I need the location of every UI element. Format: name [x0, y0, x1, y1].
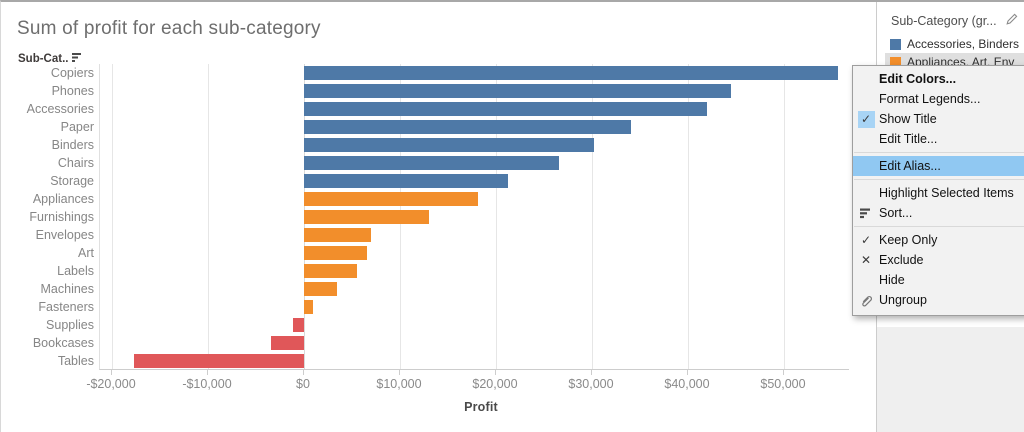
axis-tick [687, 370, 688, 375]
category-label-binders[interactable]: Binders [51, 138, 94, 152]
axis-tick-label: $40,000 [664, 377, 710, 391]
axis-tick [399, 370, 400, 375]
gridline [112, 64, 113, 369]
bar-machines[interactable] [304, 282, 337, 296]
menu-item-label: Sort... [879, 206, 913, 220]
menu-item-label: Edit Colors... [879, 72, 957, 86]
checkmark-icon: ✓ [853, 110, 879, 128]
menu-item-label: Ungroup [879, 293, 927, 307]
checkmark-icon: ✓ [860, 233, 872, 247]
category-label-fasteners[interactable]: Fasteners [38, 300, 94, 314]
menu-item-label: Edit Title... [879, 132, 938, 146]
menu-separator [854, 152, 1024, 153]
menu-item-edit-colors[interactable]: Edit Colors... [853, 69, 1024, 89]
axis-tick [591, 370, 592, 375]
category-label-supplies[interactable]: Supplies [46, 318, 94, 332]
menu-item-edit-alias[interactable]: Edit Alias... [853, 156, 1024, 176]
legend-item[interactable]: Accessories, Binders [885, 35, 1024, 53]
menu-separator [854, 179, 1024, 180]
menu-item-hide[interactable]: Hide [853, 270, 1024, 290]
category-label-art[interactable]: Art [78, 246, 94, 260]
bar-tables[interactable] [133, 354, 304, 368]
gridline [784, 64, 785, 369]
axis-tick-label: $10,000 [376, 377, 422, 391]
gridline [688, 64, 689, 369]
menu-item-show-title[interactable]: ✓ Show Title [853, 109, 1024, 129]
menu-item-highlight-selected-items[interactable]: Highlight Selected Items [853, 183, 1024, 203]
category-label-phones[interactable]: Phones [51, 84, 94, 98]
menu-item-edit-title[interactable]: Edit Title... [853, 129, 1024, 149]
paperclip-icon [853, 294, 879, 307]
axis-tick-label: $20,000 [472, 377, 518, 391]
menu-item-label: Highlight Selected Items [879, 186, 1014, 200]
bar-chairs[interactable] [304, 156, 560, 170]
menu-item-sort[interactable]: Sort... [853, 203, 1024, 223]
x-axis-title: Profit [464, 400, 498, 414]
legend-title: Sub-Category (gr... [891, 14, 997, 28]
pencil-icon[interactable] [1006, 12, 1018, 30]
bar-copiers[interactable] [304, 66, 838, 80]
category-label-machines[interactable]: Machines [40, 282, 95, 296]
bar-art[interactable] [304, 246, 367, 260]
bar-supplies[interactable] [292, 318, 304, 332]
menu-separator [854, 226, 1024, 227]
bar-paper[interactable] [304, 120, 631, 134]
bar-appliances[interactable] [304, 192, 479, 206]
bar-storage[interactable] [304, 174, 509, 188]
gridline [592, 64, 593, 369]
bar-bookcases[interactable] [270, 336, 304, 350]
axis-tick-label: $0 [296, 377, 310, 391]
legend-swatch-icon [890, 38, 901, 50]
axis-tick [111, 370, 112, 375]
bar-fasteners[interactable] [304, 300, 314, 314]
gridline [208, 64, 209, 369]
bar-envelopes[interactable] [304, 228, 371, 242]
bar-labels[interactable] [304, 264, 358, 278]
menu-item-keep-only[interactable]: ✓ Keep Only [853, 230, 1024, 250]
category-label-storage[interactable]: Storage [50, 174, 94, 188]
category-label-labels[interactable]: Labels [57, 264, 94, 278]
bar-furnishings[interactable] [304, 210, 430, 224]
axis-tick-label: $30,000 [568, 377, 614, 391]
bar-binders[interactable] [304, 138, 595, 152]
sort-icon [853, 207, 879, 219]
menu-item-label: Show Title [879, 112, 937, 126]
bar-phones[interactable] [304, 84, 732, 98]
gridline [496, 64, 497, 369]
menu-item-label: Edit Alias... [879, 159, 941, 173]
category-label-bookcases[interactable]: Bookcases [32, 336, 94, 350]
plot-area [99, 64, 849, 370]
category-label-appliances[interactable]: Appliances [32, 192, 94, 206]
row-header-label: Sub-Cat.. [18, 53, 69, 65]
sort-descending-icon[interactable] [72, 52, 83, 66]
axis-tick-label: -$20,000 [86, 377, 136, 391]
menu-item-format-legends[interactable]: Format Legends... [853, 89, 1024, 109]
axis-tick-label: $50,000 [760, 377, 806, 391]
axis-tick [495, 370, 496, 375]
category-label-paper[interactable]: Paper [60, 120, 94, 134]
category-label-accessories[interactable]: Accessories [26, 102, 94, 116]
context-menu: Edit Colors... Format Legends... ✓ Show Tit… [852, 65, 1024, 316]
bar-accessories[interactable] [304, 102, 707, 116]
menu-item-label: Exclude [879, 253, 924, 267]
menu-item-ungroup[interactable]: Ungroup [853, 290, 1024, 310]
legend-swatch-icon [890, 56, 901, 68]
axis-tick [207, 370, 208, 375]
axis-tick [783, 370, 784, 375]
axis-tick [303, 370, 304, 375]
category-label-furnishings[interactable]: Furnishings [29, 210, 94, 224]
category-label-copiers[interactable]: Copiers [50, 66, 94, 80]
category-label-envelopes[interactable]: Envelopes [35, 228, 94, 242]
category-label-chairs[interactable]: Chairs [57, 156, 94, 170]
cross-icon: ✕ [860, 253, 872, 267]
menu-item-label: Keep Only [879, 233, 938, 247]
row-header[interactable]: Sub-Cat.. [18, 52, 83, 66]
menu-item-label: Hide [879, 273, 905, 287]
menu-item-exclude[interactable]: ✕ Exclude [853, 250, 1024, 270]
chart-title: Sum of profit for each sub-category [17, 18, 321, 39]
legend-item-label: Accessories, Binders [907, 37, 1020, 51]
menu-item-label: Format Legends... [879, 92, 981, 106]
category-label-tables[interactable]: Tables [57, 354, 94, 368]
axis-tick-label: -$10,000 [182, 377, 232, 391]
